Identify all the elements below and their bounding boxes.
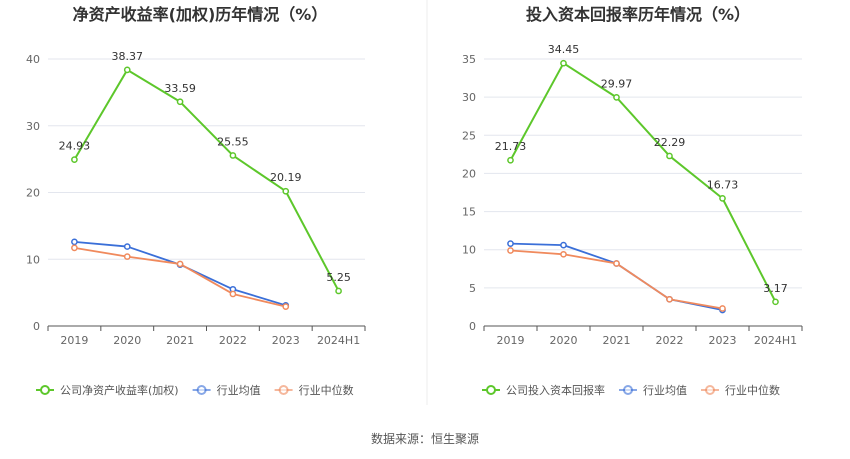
data-point-industry_median bbox=[282, 303, 290, 310]
data-point-company bbox=[229, 152, 237, 159]
x-tick-label: 2023 bbox=[272, 334, 300, 347]
series-line-industry_median bbox=[74, 247, 286, 308]
data-point-company bbox=[772, 298, 779, 306]
data-point-company bbox=[282, 187, 290, 195]
data-point-industry_median bbox=[666, 295, 673, 303]
data-point-company bbox=[507, 156, 514, 164]
y-tick-label: 35 bbox=[462, 53, 476, 66]
data-point-industry_median bbox=[507, 247, 514, 254]
x-tick-label: 2022 bbox=[219, 334, 247, 347]
data-point-industry_avg bbox=[123, 243, 131, 250]
chart-title: 净资产收益率(加权)历年情况（%） bbox=[73, 5, 328, 24]
data-point-industry_median bbox=[560, 250, 567, 258]
x-tick-label: 2021 bbox=[166, 334, 194, 347]
data-label: 21.73 bbox=[495, 140, 527, 153]
data-point-company bbox=[719, 195, 726, 202]
y-tick-label: 30 bbox=[462, 91, 476, 104]
x-tick-label: 2019 bbox=[497, 334, 525, 347]
legend-label: 行业中位数 bbox=[725, 383, 780, 397]
series-line-company bbox=[509, 62, 777, 303]
y-tick-label: 25 bbox=[462, 129, 476, 142]
roe-chart: 净资产收益率(加权)历年情况（%） 0 10 20 30 40 2019 2020 2021 20… bbox=[26, 5, 366, 397]
x-tick-label: 2022 bbox=[656, 334, 684, 347]
data-source-note: 数据来源：恒生聚源 bbox=[371, 431, 479, 446]
data-point-company bbox=[613, 94, 620, 101]
legend-swatch-marker bbox=[486, 385, 496, 395]
data-point-company bbox=[335, 287, 342, 295]
data-label: 22.29 bbox=[654, 136, 686, 149]
legend-label: 行业均值 bbox=[217, 384, 261, 397]
data-point-company bbox=[176, 98, 184, 106]
x-tick-label: 2024H1 bbox=[317, 334, 360, 347]
y-tick-label: 10 bbox=[462, 244, 476, 257]
y-tick-label: 5 bbox=[469, 282, 476, 295]
data-label: 34.45 bbox=[548, 43, 580, 56]
y-tick-label: 20 bbox=[26, 187, 40, 200]
y-tick-label: 30 bbox=[26, 120, 40, 133]
data-label: 25.55 bbox=[217, 135, 249, 148]
legend-swatch-marker bbox=[278, 385, 289, 395]
x-tick-label: 2021 bbox=[603, 334, 631, 347]
y-tick-label: 0 bbox=[33, 320, 40, 333]
legend-label: 公司投入资本回报率 bbox=[506, 383, 605, 397]
legend-swatch-marker bbox=[623, 385, 633, 395]
data-label: 24.93 bbox=[59, 140, 91, 153]
series-line-industry_avg bbox=[74, 240, 287, 307]
data-point-company bbox=[123, 66, 131, 74]
data-point-industry_median bbox=[613, 260, 620, 267]
y-tick-label: 40 bbox=[26, 53, 40, 66]
series-line-company bbox=[73, 68, 340, 292]
legend-swatch-marker bbox=[705, 385, 715, 395]
data-label: 29.97 bbox=[601, 77, 633, 90]
data-point-company bbox=[71, 156, 78, 163]
data-label: 16.73 bbox=[707, 178, 739, 191]
x-tick-label: 2024H1 bbox=[754, 334, 797, 347]
y-tick-label: 0 bbox=[469, 320, 476, 333]
data-point-industry_median bbox=[719, 305, 726, 312]
x-tick-label: 2023 bbox=[709, 334, 737, 347]
data-point-industry_avg bbox=[71, 238, 78, 246]
chart-title: 投入资本回报率历年情况（%） bbox=[526, 5, 750, 24]
data-point-company bbox=[560, 59, 567, 67]
legend-label: 公司净资产收益率(加权) bbox=[60, 383, 179, 397]
data-label: 20.19 bbox=[270, 171, 302, 184]
data-point-industry_avg bbox=[560, 241, 567, 249]
x-tick-label: 2020 bbox=[113, 334, 141, 347]
series-line-industry_median bbox=[510, 249, 723, 310]
legend-label: 行业中位数 bbox=[299, 383, 354, 397]
data-point-industry_avg bbox=[507, 240, 514, 247]
legend-label: 行业均值 bbox=[643, 384, 687, 397]
y-tick-label: 20 bbox=[462, 167, 476, 180]
y-tick-label: 10 bbox=[26, 253, 40, 266]
data-label: 33.59 bbox=[164, 82, 196, 95]
legend-swatch-marker bbox=[196, 385, 207, 395]
y-tick-label: 15 bbox=[462, 206, 476, 219]
data-label: 38.37 bbox=[112, 50, 144, 63]
x-tick-label: 2020 bbox=[550, 334, 578, 347]
data-point-industry_median bbox=[123, 253, 131, 260]
data-point-industry_median bbox=[229, 290, 237, 298]
data-point-company bbox=[666, 152, 673, 160]
legend-swatch-marker bbox=[40, 385, 50, 395]
data-label: 3.17 bbox=[763, 282, 788, 295]
x-tick-label: 2019 bbox=[60, 334, 88, 347]
roic-chart: 投入资本回报率历年情况（%） 0 5 10 15 20 25 30 35 2019 2020 2021… bbox=[462, 5, 803, 397]
data-point-industry_median bbox=[176, 260, 184, 268]
data-label: 5.25 bbox=[326, 271, 351, 284]
data-point-industry_median bbox=[71, 244, 78, 252]
